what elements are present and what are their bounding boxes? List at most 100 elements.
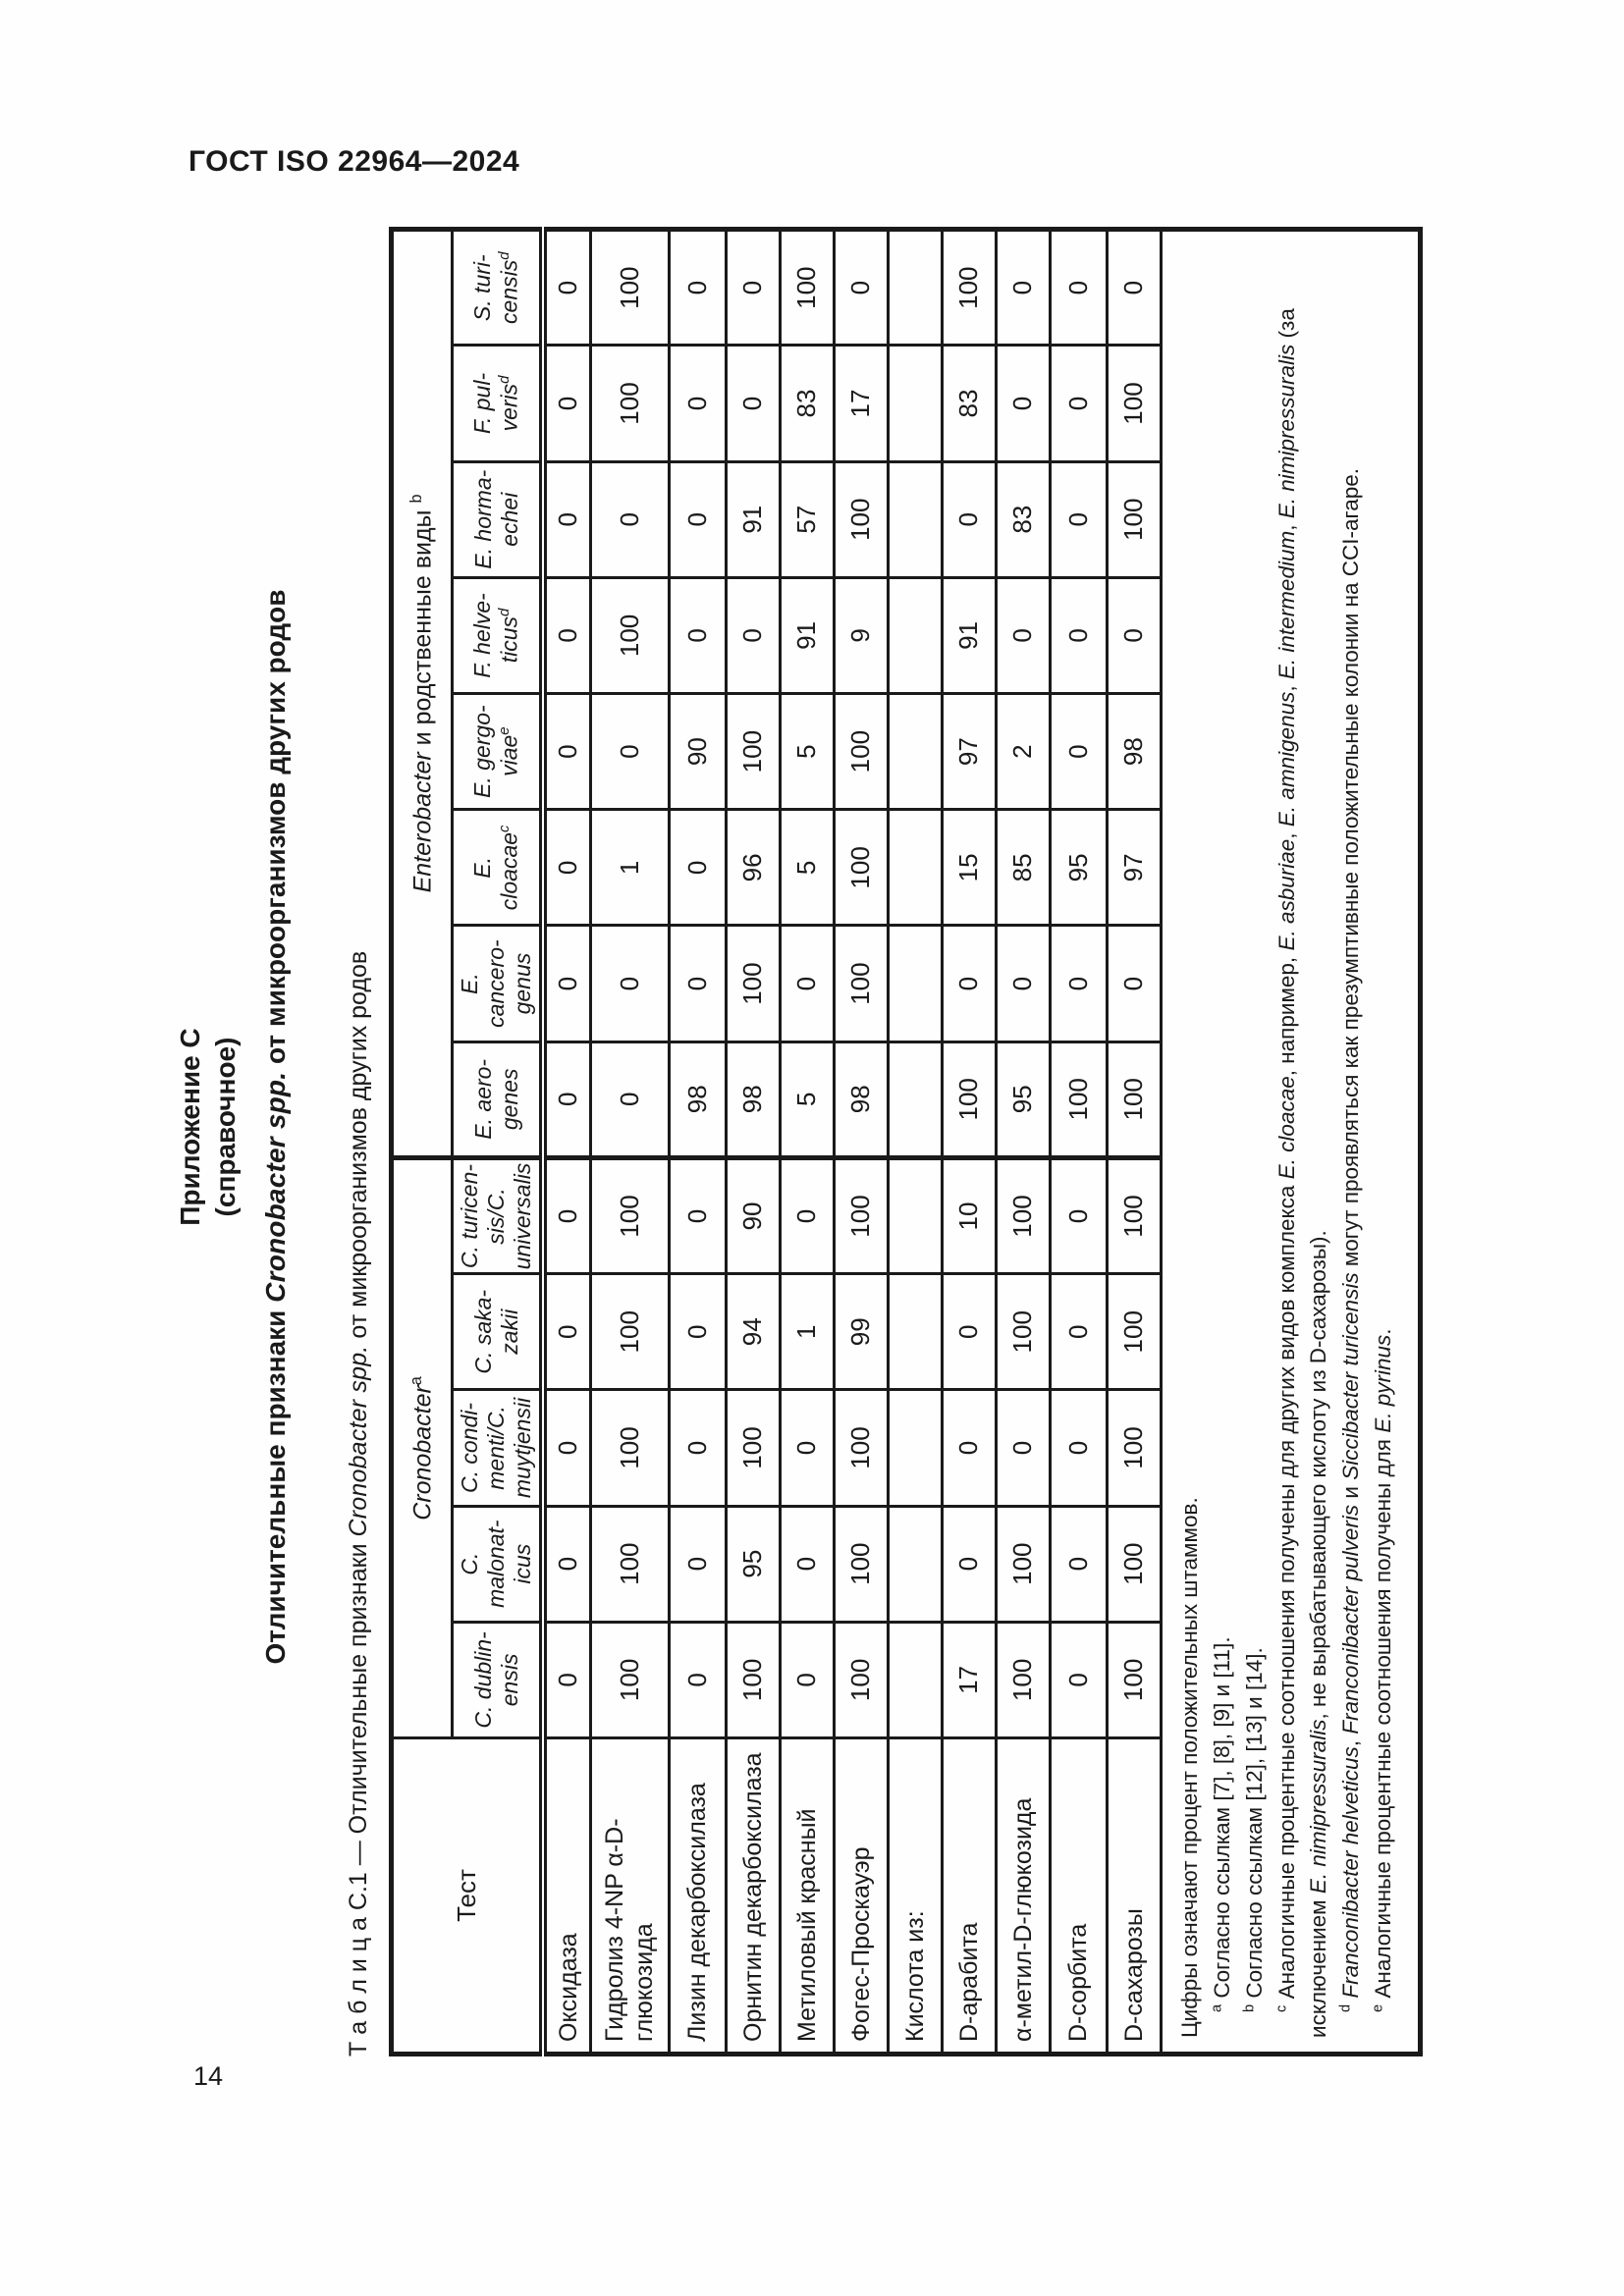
data-cell: 97 (1107, 809, 1162, 926)
data-cell: 0 (669, 1622, 727, 1738)
data-cell: 0 (1050, 925, 1108, 1042)
data-cell: 5 (780, 809, 835, 926)
data-cell: 100 (996, 1157, 1051, 1274)
data-cell: 0 (834, 229, 889, 346)
test-row: Метиловый красный 0 0 0 1 0 5 0 5 5 91 57 83 100 (780, 229, 835, 2055)
data-cell: 0 (942, 461, 997, 578)
test-row: D-сорбита 0 0 0 0 0 100 0 95 0 0 0 0 0 (1050, 229, 1108, 2055)
test-row: Кислота из: (888, 229, 943, 2055)
data-cell: 90 (726, 1157, 781, 1274)
data-cell: 100 (590, 1273, 670, 1390)
footnotes-row: Цифры означают процент положительных шта… (1161, 229, 1421, 2055)
data-cell (888, 693, 943, 810)
data-cell: 0 (590, 925, 670, 1042)
test-row: D-арабита 17 0 0 0 10 100 0 15 97 91 0 83 100 (942, 229, 997, 2055)
footnote-line: Цифры означают процент положительных шта… (1176, 1497, 1202, 2038)
data-cell: 100 (996, 1622, 1051, 1738)
data-cell: 100 (834, 925, 889, 1042)
data-cell: 0 (669, 925, 727, 1042)
test-name-cell: α-метил-D-глюкозида (996, 1737, 1051, 2055)
data-cell: 98 (1107, 693, 1162, 810)
table-body: Оксидаза 0 0 0 0 0 0 0 0 0 0 0 0 0 Гидролиз 4-NP α-D-г… (543, 229, 1162, 2055)
data-cell: 0 (942, 1506, 997, 1623)
data-cell (888, 809, 943, 926)
data-cell: 1 (780, 1273, 835, 1390)
data-cell: 98 (726, 1041, 781, 1158)
data-cell: 98 (834, 1041, 889, 1158)
data-cell: 95 (1050, 809, 1108, 926)
data-cell: 100 (1050, 1041, 1108, 1158)
data-cell: 94 (726, 1273, 781, 1390)
test-name-cell: Фогес-Проскауэр (834, 1737, 889, 2055)
data-cell: 98 (669, 1041, 727, 1158)
data-cell: 85 (996, 809, 1051, 926)
data-cell: 2 (996, 693, 1051, 810)
data-cell: 5 (780, 1041, 835, 1158)
data-cell: 0 (942, 925, 997, 1042)
data-cell: 0 (1107, 229, 1162, 346)
data-cell: 100 (1107, 345, 1162, 462)
test-name-cell: Кислота из: (888, 1737, 943, 2055)
data-cell (888, 577, 943, 694)
data-cell: 97 (942, 693, 997, 810)
data-cell: 100 (590, 345, 670, 462)
data-cell: 100 (726, 693, 781, 810)
data-cell (888, 1157, 943, 1274)
data-cell: 0 (669, 345, 727, 462)
species-header-cell: E. gergo-viaee (452, 693, 544, 810)
data-cell: 17 (942, 1622, 997, 1738)
data-cell: 0 (996, 229, 1051, 346)
data-cell: 0 (669, 1157, 727, 1274)
group-header-enterobacter: Enterobacter и родственные виды b (391, 229, 453, 1158)
document-header: ГОСТ ISO 22964—2024 (189, 145, 520, 178)
test-row: Гидролиз 4-NP α-D-глюкозида 100 100 100 100 1… (590, 229, 670, 2055)
data-cell: 91 (780, 577, 835, 694)
data-cell: 0 (780, 1157, 835, 1274)
data-cell (888, 1389, 943, 1507)
data-cell: 0 (1050, 229, 1108, 346)
test-name-cell: Метиловый красный (780, 1737, 835, 2055)
data-cell: 100 (590, 1389, 670, 1507)
annex-title-line1: Приложение С (175, 1028, 205, 1226)
species-header-cell: C. saka-zakii (452, 1273, 544, 1390)
group-header-row: Тест Cronobactera Enterobacter и родстве… (391, 229, 544, 2055)
data-cell: 100 (834, 809, 889, 926)
data-cell: 100 (834, 1389, 889, 1507)
data-cell: 100 (726, 1622, 781, 1738)
data-cell: 100 (834, 1157, 889, 1274)
data-cell (888, 1273, 943, 1390)
species-header-cell: C. condi-menti/C. muytjensii (452, 1389, 544, 1507)
test-name-cell: Орнитин декарбоксилаза (726, 1737, 781, 2055)
data-cell (888, 1506, 943, 1623)
data-cell: 83 (996, 461, 1051, 578)
data-cell: 100 (834, 461, 889, 578)
data-cell: 83 (942, 345, 997, 462)
data-cell (888, 345, 943, 462)
data-cell: 100 (590, 1622, 670, 1738)
test-name-cell: Гидролиз 4-NP α-D-глюкозида (590, 1737, 670, 2055)
footnote-line: e Аналогичные процентные соотношения пол… (1370, 1328, 1396, 2012)
data-cell: 0 (1050, 1273, 1108, 1390)
data-cell: 0 (543, 809, 591, 926)
data-cell: 0 (726, 345, 781, 462)
data-cell: 0 (590, 693, 670, 810)
data-cell: 0 (996, 577, 1051, 694)
table-footnotes: Цифры означают процент положительных шта… (1161, 229, 1421, 2055)
footnote-line: b Согласно ссылкам [12], [13] и [14]. (1241, 1647, 1267, 2012)
test-row: Оксидаза 0 0 0 0 0 0 0 0 0 0 0 0 0 (543, 229, 591, 2055)
data-cell: 0 (1107, 925, 1162, 1042)
species-header-cell: S. turi-censisd (452, 229, 544, 346)
data-cell: 100 (1107, 1157, 1162, 1274)
data-cell: 57 (780, 461, 835, 578)
data-cell (888, 461, 943, 578)
table-caption: Т а б л и ц а С.1 — Отличительные призна… (345, 950, 373, 2056)
data-cell: 0 (996, 925, 1051, 1042)
data-cell: 0 (1050, 1506, 1108, 1623)
group-header-cronobacter: Cronobactera (391, 1157, 453, 1738)
test-row: Орнитин декарбоксилаза 100 95 100 94 90 98 100 9… (726, 229, 781, 2055)
data-cell: 0 (942, 1389, 997, 1507)
species-header-cell: E. aero-genes (452, 1041, 544, 1158)
data-cell: 0 (1050, 461, 1108, 578)
data-cell: 0 (669, 577, 727, 694)
